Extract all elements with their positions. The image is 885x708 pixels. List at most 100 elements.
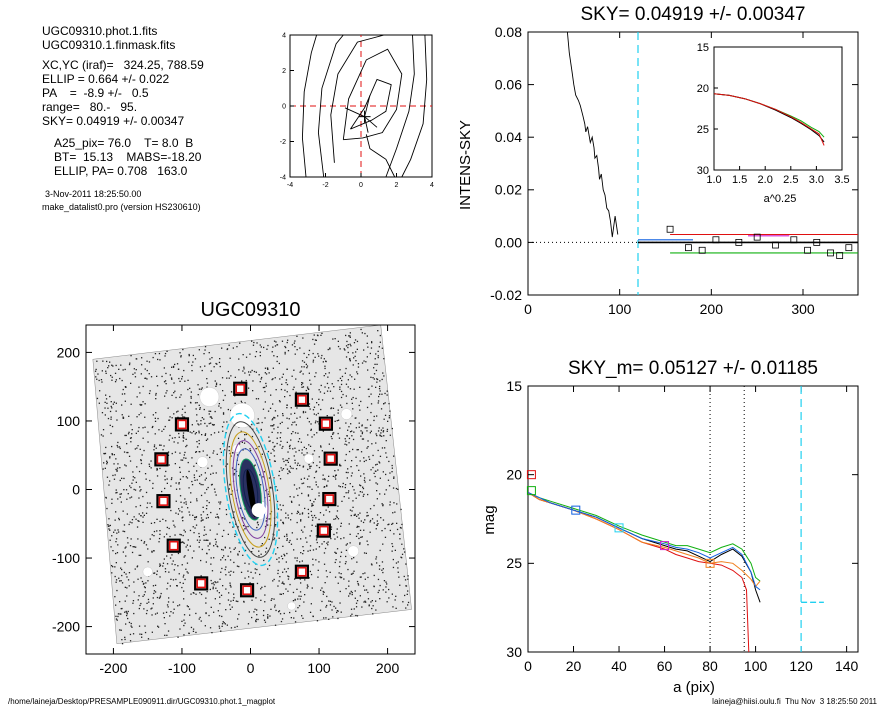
- noise-pixel: [169, 434, 171, 437]
- noise-pixel: [334, 518, 337, 520]
- noise-pixel: [232, 347, 234, 349]
- noise-pixel: [178, 436, 180, 438]
- noise-pixel: [301, 513, 304, 515]
- noise-pixel: [252, 380, 254, 382]
- noise-pixel: [387, 524, 389, 526]
- noise-pixel: [311, 488, 313, 490]
- noise-pixel: [328, 600, 330, 602]
- noise-pixel: [278, 561, 280, 563]
- noise-pixel: [147, 441, 149, 443]
- noise-pixel: [173, 382, 175, 384]
- noise-pixel: [376, 378, 378, 380]
- noise-pixel: [391, 467, 393, 469]
- noise-pixel: [169, 585, 171, 587]
- noise-pixel: [273, 455, 276, 457]
- noise-pixel: [358, 517, 360, 519]
- noise-pixel: [402, 601, 404, 603]
- noise-pixel: [317, 412, 319, 415]
- noise-pixel: [361, 332, 363, 334]
- noise-pixel: [310, 429, 312, 431]
- noise-pixel: [369, 519, 372, 522]
- noise-pixel: [115, 618, 118, 620]
- noise-pixel: [316, 402, 318, 404]
- noise-pixel: [128, 523, 130, 526]
- noise-pixel: [159, 530, 161, 532]
- noise-pixel: [284, 555, 286, 557]
- noise-pixel: [232, 526, 234, 528]
- noise-pixel: [210, 484, 213, 486]
- noise-pixel: [222, 413, 225, 415]
- noise-pixel: [344, 438, 346, 440]
- noise-pixel: [120, 493, 122, 495]
- noise-pixel: [260, 378, 262, 380]
- noise-pixel: [213, 432, 216, 434]
- noise-pixel: [292, 591, 295, 594]
- noise-pixel: [294, 412, 296, 414]
- noise-pixel: [142, 385, 144, 388]
- noise-pixel: [298, 438, 301, 440]
- noise-pixel: [141, 454, 143, 456]
- noise-pixel: [325, 606, 327, 608]
- noise-pixel: [377, 400, 380, 402]
- noise-pixel: [323, 486, 325, 488]
- noise-pixel: [96, 360, 98, 362]
- noise-pixel: [183, 457, 185, 459]
- noise-pixel: [309, 570, 311, 573]
- noise-pixel: [281, 340, 284, 342]
- noise-pixel: [375, 558, 377, 560]
- masked-star: [347, 545, 360, 557]
- noise-pixel: [120, 629, 122, 631]
- noise-pixel: [140, 462, 143, 465]
- noise-pixel: [215, 543, 217, 545]
- noise-pixel: [336, 510, 339, 512]
- noise-pixel: [207, 516, 209, 519]
- noise-pixel: [375, 369, 378, 372]
- noise-pixel: [146, 609, 148, 612]
- noise-pixel: [235, 523, 237, 525]
- noise-pixel: [273, 539, 275, 541]
- noise-pixel: [401, 543, 403, 545]
- noise-pixel: [224, 546, 226, 548]
- noise-pixel: [218, 625, 220, 627]
- noise-pixel: [351, 376, 353, 378]
- noise-pixel: [328, 372, 330, 374]
- noise-pixel: [369, 508, 372, 510]
- noise-pixel: [188, 608, 191, 610]
- noise-pixel: [110, 405, 112, 408]
- noise-pixel: [255, 597, 257, 599]
- noise-pixel: [397, 561, 399, 563]
- noise-pixel: [189, 387, 191, 389]
- noise-pixel: [388, 588, 390, 591]
- noise-pixel: [302, 373, 304, 375]
- noise-pixel: [337, 412, 339, 414]
- noise-pixel: [288, 457, 290, 460]
- noise-pixel: [181, 586, 183, 589]
- noise-pixel: [237, 553, 239, 555]
- noise-pixel: [392, 545, 394, 548]
- noise-pixel: [335, 474, 337, 476]
- noise-pixel: [268, 491, 270, 493]
- noise-pixel: [346, 444, 348, 446]
- noise-pixel: [287, 451, 289, 453]
- noise-pixel: [156, 530, 158, 532]
- noise-pixel: [115, 552, 117, 555]
- noise-pixel: [339, 486, 341, 488]
- noise-pixel: [339, 377, 342, 379]
- noise-pixel: [150, 467, 152, 469]
- noise-pixel: [381, 530, 383, 532]
- noise-pixel: [332, 397, 334, 400]
- noise-pixel: [313, 406, 316, 408]
- noise-pixel: [369, 352, 371, 355]
- noise-pixel: [374, 363, 376, 365]
- noise-pixel: [121, 639, 123, 641]
- noise-pixel: [341, 375, 344, 378]
- noise-pixel: [202, 519, 204, 521]
- noise-pixel: [124, 464, 126, 466]
- noise-pixel: [198, 475, 201, 477]
- noise-pixel: [326, 485, 328, 487]
- noise-pixel: [114, 474, 116, 476]
- noise-pixel: [229, 604, 231, 606]
- noise-pixel: [225, 609, 227, 611]
- noise-pixel: [283, 535, 286, 538]
- noise-pixel: [278, 529, 280, 531]
